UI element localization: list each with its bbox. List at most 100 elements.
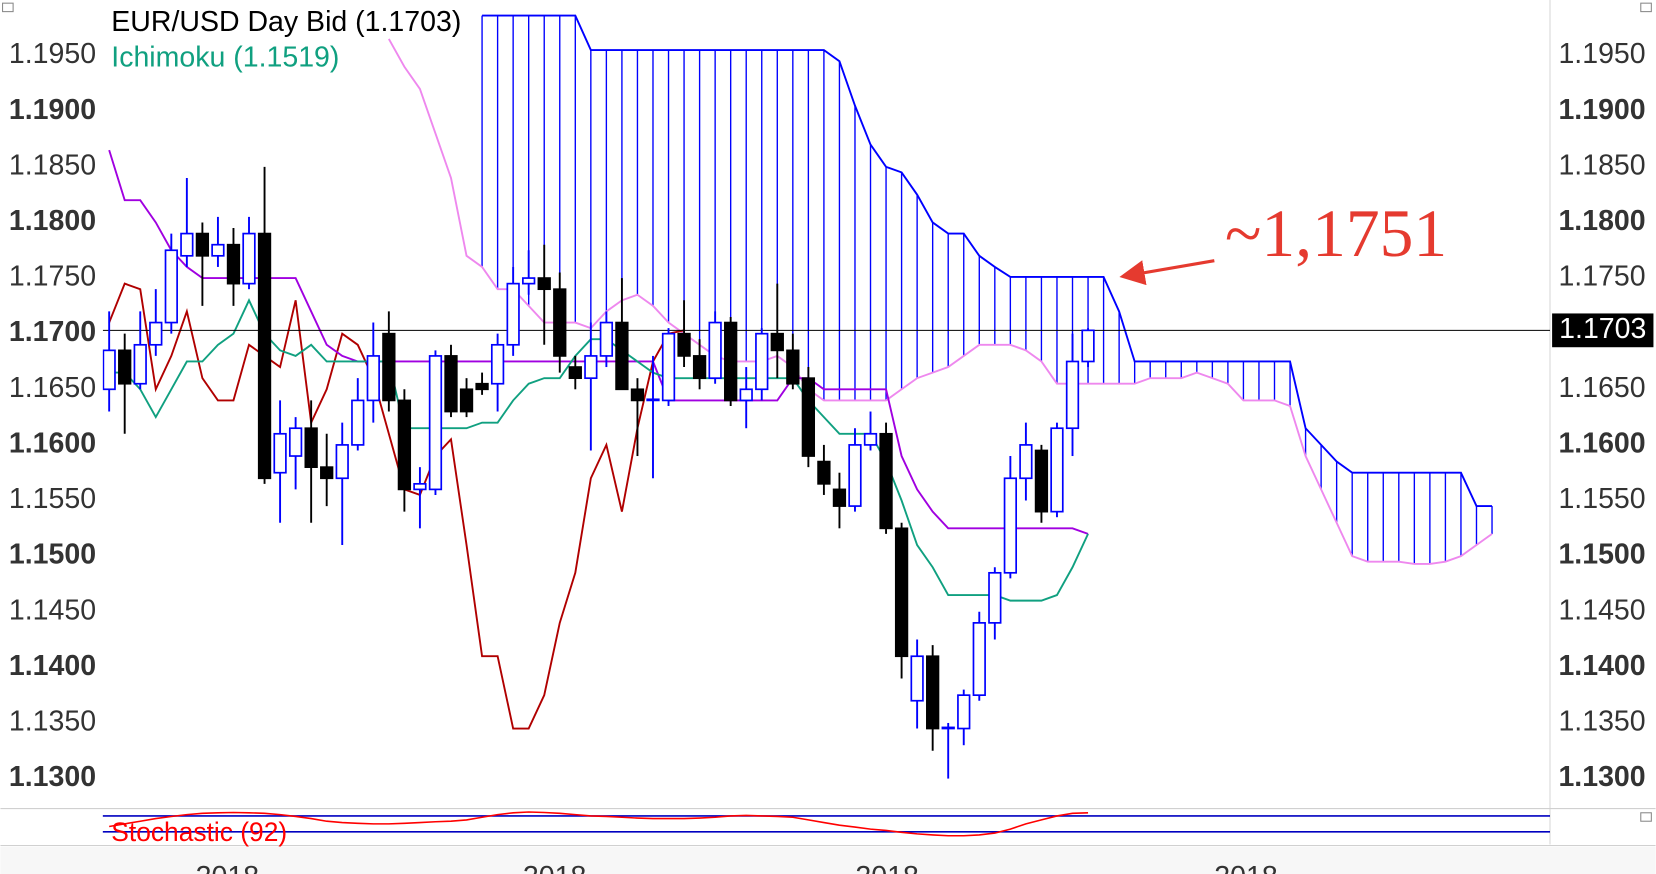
- candle-body: [118, 349, 132, 385]
- candle-body: [288, 427, 303, 457]
- y-tick-label-right: 1.1900: [1558, 94, 1645, 126]
- candle-body: [879, 432, 893, 530]
- candle-body: [615, 321, 629, 391]
- candle-body: [149, 321, 163, 346]
- candle-body: [863, 432, 878, 446]
- candle-body: [724, 321, 738, 402]
- candle-body: [1065, 360, 1080, 430]
- y-tick-label-right: 1.1800: [1558, 205, 1645, 237]
- y-tick-label-right: 1.1400: [1558, 650, 1645, 682]
- line-tenkan: [109, 298, 1089, 602]
- indicator-label: Ichimoku (1.1519): [111, 42, 339, 74]
- candle-body: [335, 444, 349, 480]
- y-tick-label: 1.1500: [9, 539, 96, 571]
- x-tick-label: 2018: [855, 861, 918, 874]
- y-tick-label: 1.1950: [9, 38, 96, 70]
- corner-icon[interactable]: [2, 2, 14, 13]
- candle-body: [599, 321, 614, 357]
- line-chikou: [108, 282, 685, 730]
- y-tick-label: 1.1400: [9, 650, 96, 682]
- candle-body: [770, 332, 784, 352]
- candle-body: [366, 355, 380, 402]
- y-tick-label-right: 1.1650: [1558, 372, 1645, 404]
- last-price-label: 1.1703: [1559, 313, 1646, 345]
- candle-body: [1081, 329, 1095, 363]
- corner-icon[interactable]: [1640, 812, 1652, 822]
- y-tick-label-right: 1.1550: [1558, 483, 1645, 515]
- candle-body: [257, 232, 272, 480]
- y-tick-label: 1.1850: [9, 149, 96, 181]
- line-senkou-a: [388, 38, 1493, 565]
- candle-body: [180, 232, 194, 257]
- y-tick-label-right: 1.1300: [1558, 761, 1645, 793]
- y-tick-label-right: 1.1600: [1558, 427, 1645, 459]
- x-tick-label: 2018: [523, 861, 586, 874]
- y-tick-label: 1.1800: [9, 205, 96, 237]
- annotation-arrow: [1119, 259, 1215, 286]
- candle-body: [242, 232, 256, 285]
- candle-body: [646, 398, 660, 402]
- y-tick-label: 1.1350: [9, 705, 96, 737]
- y-tick-label: 1.1450: [9, 594, 96, 626]
- line-senkou-b: [482, 14, 1493, 508]
- y-tick-label-right: 1.1950: [1558, 38, 1645, 70]
- candle-body: [584, 355, 598, 380]
- chart-title: EUR/USD Day Bid (1.1703): [111, 6, 461, 38]
- candle-body: [941, 726, 955, 730]
- candle-body: [910, 655, 924, 702]
- candle-body: [801, 377, 816, 457]
- x-tick-label: 2018: [1214, 861, 1277, 874]
- candle-body: [133, 343, 147, 385]
- y-tick-label: 1.1600: [9, 427, 96, 459]
- y-tick-label-right: 1.1750: [1558, 261, 1645, 293]
- candle-body: [755, 332, 769, 391]
- y-tick-label: 1.1650: [9, 372, 96, 404]
- candle-body: [351, 399, 365, 446]
- candle-body: [1050, 427, 1064, 513]
- candle-body: [490, 343, 505, 385]
- candle-body: [226, 243, 241, 285]
- y-tick-label: 1.1550: [9, 483, 96, 515]
- y-tick-label: 1.1700: [9, 316, 96, 348]
- candle-body: [320, 466, 334, 480]
- candle-body: [988, 571, 1002, 624]
- candle-body: [211, 243, 225, 257]
- candle-body: [848, 444, 862, 507]
- candle-body: [957, 694, 971, 730]
- candle-body: [304, 427, 318, 468]
- candle-body: [475, 382, 489, 391]
- plot-area: [102, 14, 1550, 779]
- candle-body: [786, 349, 800, 385]
- candle-body: [817, 460, 831, 485]
- candle-body: [1019, 444, 1033, 480]
- corner-icon[interactable]: [1640, 2, 1652, 13]
- candle-body: [459, 388, 474, 413]
- candle-body: [1003, 477, 1018, 574]
- date-bar: [0, 846, 1656, 874]
- candle-body: [661, 332, 676, 402]
- candle-body: [428, 355, 443, 491]
- y-tick-label-right: 1.1850: [1558, 149, 1645, 181]
- y-tick-label-right: 1.1450: [1558, 594, 1645, 626]
- candle-body: [382, 332, 396, 402]
- candle-body: [739, 388, 753, 402]
- overlay: EUR/USD Day Bid (1.1703) Ichimoku (1.151…: [111, 6, 1447, 847]
- candle-body: [1034, 449, 1049, 513]
- candle-body: [708, 321, 722, 380]
- candle-body: [397, 399, 412, 491]
- candle-body: [926, 655, 940, 730]
- y-tick-label: 1.1900: [9, 94, 96, 126]
- candle-body: [553, 288, 567, 357]
- candle-body: [273, 432, 287, 474]
- candle-body: [568, 366, 582, 380]
- candle-body: [677, 332, 691, 357]
- candle-body: [630, 388, 645, 402]
- stochastic-line: [109, 811, 1089, 837]
- candle-body: [522, 277, 536, 285]
- y-tick-label: 1.1750: [9, 261, 96, 293]
- candle-body: [102, 349, 116, 391]
- candle-body: [832, 488, 847, 507]
